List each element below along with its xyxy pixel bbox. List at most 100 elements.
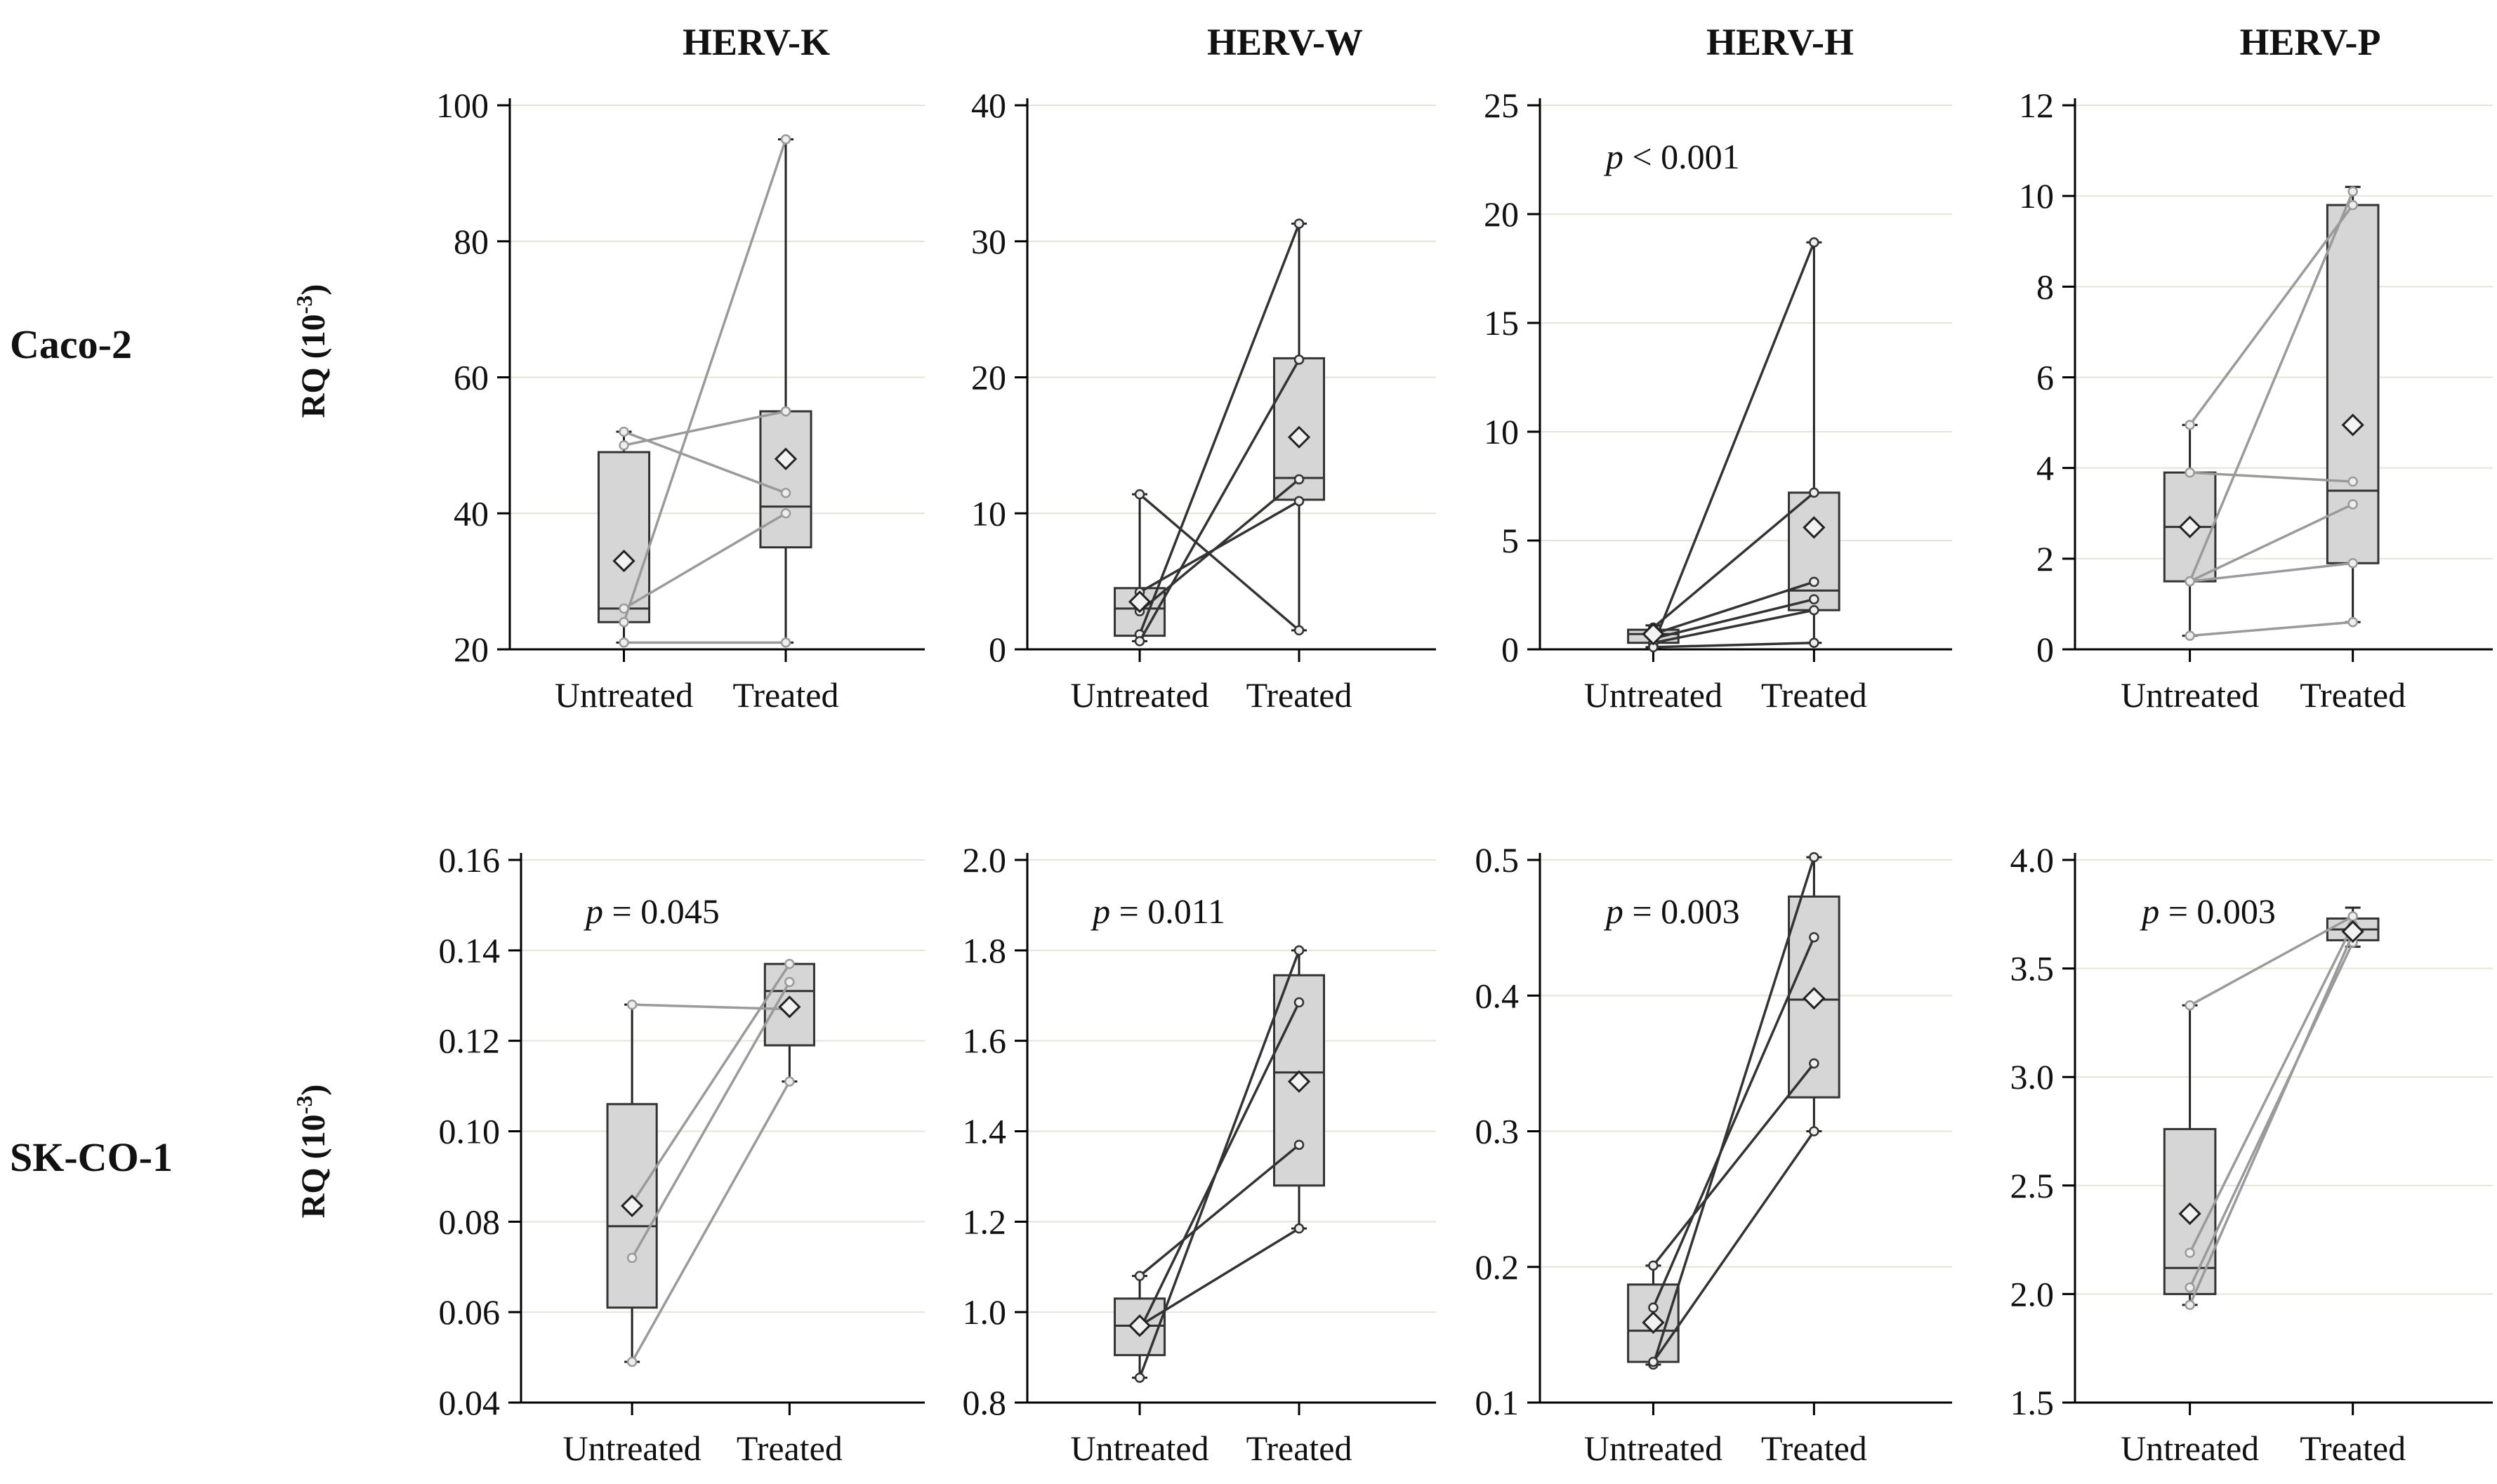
chart-panel-caco2-hervh: 0 5 10 15 20 25 Untreated Treated p < 0.001 <box>1484 86 1952 715</box>
row-label-sk-co-1: SK-CO-1 <box>10 1134 173 1180</box>
mean-marker <box>612 549 635 573</box>
x-tick-label-treated: Treated <box>2300 675 2406 715</box>
chart-panel-caco2-hervp: 0 2 4 6 8 10 12 Untreated Treated <box>2019 86 2493 715</box>
row-label-caco-2: Caco-2 <box>10 322 132 367</box>
p-value-label: p = 0.003 <box>2140 892 2276 931</box>
y-tick-label: 4 <box>2036 449 2054 488</box>
data-point <box>619 440 629 451</box>
paired-line <box>2189 503 2354 583</box>
y-axis-title-top: RQ (10-3) <box>291 284 332 418</box>
paired-line <box>1652 1062 1815 1266</box>
column-title-herv-h: HERV-H <box>1706 21 1854 63</box>
x-tick-label-treated: Treated <box>1761 1429 1867 1468</box>
y-tick-label: 3.0 <box>2010 1057 2055 1097</box>
x-tick-label-untreated: Untreated <box>563 1429 701 1468</box>
paired-line <box>1138 493 1300 632</box>
box-iqr <box>759 410 812 549</box>
mean-marker <box>778 995 801 1019</box>
data-point <box>1809 852 1819 863</box>
data-point <box>2347 617 2358 628</box>
paired-line <box>1652 491 1815 629</box>
y-tick-label: 0.5 <box>1475 840 1520 880</box>
data-point <box>1293 496 1305 507</box>
y-tick-label: 0.10 <box>439 1112 501 1151</box>
y-tick-label: 1.0 <box>963 1292 1007 1332</box>
data-point <box>2185 420 2195 430</box>
mean-marker <box>1287 1070 1311 1093</box>
paired-line <box>1138 1144 1300 1277</box>
mean-marker <box>1128 590 1152 614</box>
data-point <box>619 426 629 437</box>
data-point <box>1809 932 1819 943</box>
y-tick-label: 0.06 <box>439 1292 501 1332</box>
column-title-herv-p: HERV-P <box>2239 21 2380 63</box>
chart-panel-caco2-hervw: 0 10 20 30 40 Untreated Treated <box>971 86 1436 715</box>
y-tick-label: 2.5 <box>2010 1166 2055 1205</box>
data-point <box>1293 997 1305 1008</box>
paired-line <box>2189 204 2354 426</box>
y-tick-label: 0.08 <box>439 1202 501 1241</box>
data-point <box>780 487 791 498</box>
mean-marker <box>1642 623 1665 646</box>
data-point <box>619 637 629 648</box>
data-point <box>780 406 791 417</box>
y-tick-label: 0.3 <box>1475 1112 1520 1151</box>
paired-line <box>2189 621 2353 637</box>
data-point <box>1648 1302 1659 1313</box>
paired-line <box>2189 924 2354 1254</box>
data-point <box>1134 489 1145 500</box>
data-point <box>2185 1247 2195 1258</box>
data-point <box>1809 594 1819 604</box>
paired-line <box>1653 597 1814 640</box>
y-tick-label: 2.0 <box>2010 1274 2055 1313</box>
data-point <box>2347 199 2358 211</box>
data-point <box>1293 1223 1305 1234</box>
x-tick-label-treated: Treated <box>1761 675 1867 715</box>
data-point <box>1134 1271 1145 1281</box>
data-point <box>2185 1000 2195 1011</box>
paired-line <box>1652 856 1816 1365</box>
data-point <box>780 637 791 648</box>
data-point <box>784 958 795 969</box>
data-point <box>1293 218 1305 229</box>
mean-marker <box>774 447 798 470</box>
x-tick-label-untreated: Untreated <box>2121 1429 2259 1468</box>
paired-line <box>1138 223 1300 635</box>
data-point <box>2185 576 2195 587</box>
data-point <box>1809 1058 1819 1069</box>
paired-line <box>1653 641 1814 649</box>
paired-line <box>2189 562 2353 583</box>
box-iqr <box>597 451 651 623</box>
x-tick-label-untreated: Untreated <box>1070 675 1208 715</box>
data-point <box>1648 1356 1659 1367</box>
data-point <box>780 134 791 145</box>
mean-marker <box>1642 1311 1665 1334</box>
mean-marker <box>1287 425 1311 449</box>
paired-line <box>1652 936 1815 1309</box>
paired-line <box>631 1080 791 1363</box>
paired-line <box>2189 933 2354 1306</box>
data-point <box>2347 911 2358 922</box>
column-title-herv-k: HERV-K <box>683 21 830 63</box>
p-value-label: p = 0.011 <box>1091 892 1225 931</box>
data-point <box>2185 1299 2195 1311</box>
paired-line <box>1652 1130 1815 1363</box>
y-axis-title-bottom: RQ (10-3) <box>291 1085 332 1219</box>
data-point <box>626 1252 638 1264</box>
y-tick-label: 0.16 <box>439 840 501 880</box>
y-tick-label: 0.2 <box>1475 1247 1520 1287</box>
paired-line <box>631 981 791 1259</box>
y-tick-label: 40 <box>454 493 489 533</box>
data-point <box>1293 1139 1305 1151</box>
data-point <box>1809 637 1819 648</box>
y-tick-label: 30 <box>971 222 1006 261</box>
paired-line <box>2189 941 2354 1288</box>
paired-line <box>624 410 786 447</box>
chart-panel-skco1-hervk: 0.04 0.06 0.08 0.10 0.12 0.14 0.16 Untreated Tre… <box>439 840 925 1468</box>
paired-line <box>1652 241 1815 646</box>
paired-line <box>2189 471 2353 483</box>
data-point <box>619 603 629 614</box>
data-point <box>780 508 791 519</box>
mean-marker <box>621 1194 644 1217</box>
y-tick-label: 8 <box>2036 267 2054 306</box>
